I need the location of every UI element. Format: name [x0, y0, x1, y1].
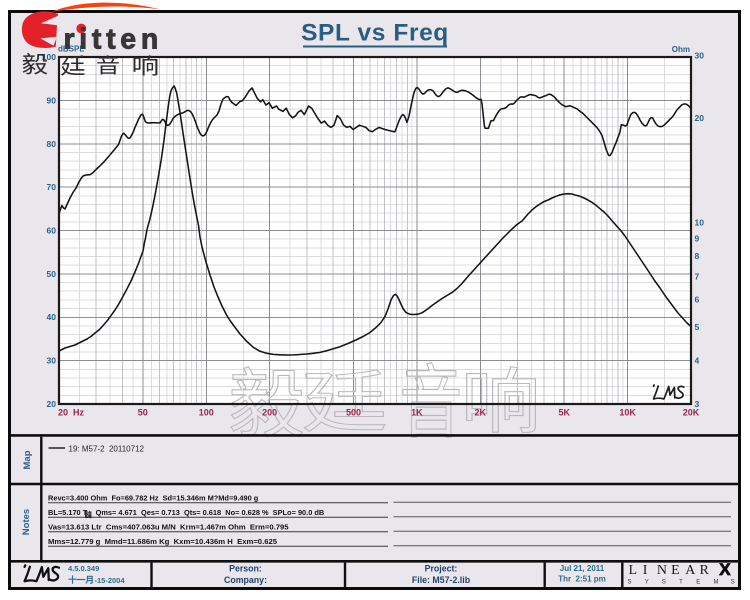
- svg-text:S: S: [662, 580, 666, 586]
- svg-text:500: 500: [346, 407, 361, 417]
- svg-text:4: 4: [695, 356, 700, 366]
- svg-text:10: 10: [695, 218, 705, 228]
- svg-text:2K: 2K: [475, 407, 487, 417]
- svg-text:ritten: ritten: [64, 24, 163, 56]
- svg-text:Revc=3.400 Ohm Fo=69.782 Hz: Revc=3.400 Ohm Fo=69.782 Hz Sd=15.346m M…: [48, 494, 259, 503]
- svg-text:S: S: [731, 580, 735, 586]
- svg-text:50: 50: [47, 269, 57, 279]
- svg-text:Y: Y: [645, 580, 649, 586]
- svg-text:A: A: [685, 563, 696, 578]
- svg-text:-15-2004: -15-2004: [95, 576, 126, 585]
- svg-text:10K: 10K: [619, 407, 636, 417]
- svg-text:20: 20: [695, 113, 705, 123]
- svg-text:N: N: [657, 563, 667, 578]
- svg-text:4.5.0.349: 4.5.0.349: [68, 564, 99, 573]
- svg-text:Map: Map: [22, 450, 33, 469]
- svg-text:E: E: [696, 580, 700, 586]
- svg-text:30: 30: [695, 51, 705, 61]
- svg-text:S: S: [628, 580, 632, 586]
- svg-text:Vas=13.613 Ltr Cms=407.063u M: Vas=13.613 Ltr Cms=407.063u M/N Krm=1.46…: [48, 523, 289, 532]
- svg-text:R: R: [700, 563, 710, 578]
- svg-text:3: 3: [695, 399, 700, 409]
- svg-text:60: 60: [47, 226, 57, 236]
- svg-text:30: 30: [47, 356, 57, 366]
- svg-text:1K: 1K: [411, 407, 423, 417]
- svg-text:Jul 21, 2011: Jul 21, 2011: [560, 564, 605, 573]
- svg-text:8: 8: [695, 251, 700, 261]
- svg-text:Company:: Company:: [224, 575, 267, 585]
- svg-text:Project:: Project:: [425, 564, 458, 574]
- svg-text:7: 7: [695, 271, 700, 281]
- svg-text:90: 90: [47, 95, 57, 105]
- svg-text:5: 5: [695, 322, 700, 332]
- svg-text:M: M: [714, 580, 719, 586]
- svg-text:Thr 2:51 pm: Thr 2:51 pm: [558, 575, 606, 584]
- svg-text:20K: 20K: [683, 407, 700, 417]
- svg-text:Person:: Person:: [229, 564, 262, 574]
- svg-text:40: 40: [47, 312, 57, 322]
- svg-text:L: L: [629, 563, 638, 578]
- svg-text:I: I: [643, 563, 648, 578]
- svg-text:80: 80: [47, 139, 57, 149]
- svg-text:19: M57-2 20110712: 19: M57-2 20110712: [69, 445, 145, 454]
- svg-text:E: E: [671, 563, 680, 578]
- svg-text:5K: 5K: [558, 407, 570, 417]
- svg-text:20: 20: [47, 399, 57, 409]
- svg-text:T: T: [679, 580, 683, 586]
- svg-text:6: 6: [695, 295, 700, 305]
- svg-text:Mms=12.779 g Mmd=11.686m Kg: Mms=12.779 g Mmd=11.686m Kg Kxm=10.436m …: [48, 537, 278, 546]
- svg-text:200: 200: [262, 407, 277, 417]
- svg-text:100: 100: [199, 407, 214, 417]
- svg-text:Qms= 4.671 Qes= 0.713 Qts= 0: Qms= 4.671 Qes= 0.713 Qts= 0.618 No= 0.6…: [92, 508, 325, 517]
- svg-text:70: 70: [47, 182, 57, 192]
- svg-text:50: 50: [138, 407, 148, 417]
- svg-text:File: M57-2.lib: File: M57-2.lib: [412, 575, 471, 585]
- svg-text:X: X: [719, 560, 731, 579]
- svg-text:20 Hz: 20 Hz: [58, 407, 85, 417]
- svg-text:100: 100: [42, 52, 56, 62]
- svg-text:dBSPL: dBSPL: [58, 45, 84, 54]
- svg-text:9: 9: [695, 233, 700, 243]
- svg-text:Notes: Notes: [21, 509, 32, 535]
- svg-text:Ohm: Ohm: [672, 45, 690, 54]
- svg-text:SPL vs Freq: SPL vs Freq: [301, 19, 449, 46]
- svg-text:BL=5.170 T: BL=5.170 T: [48, 508, 88, 517]
